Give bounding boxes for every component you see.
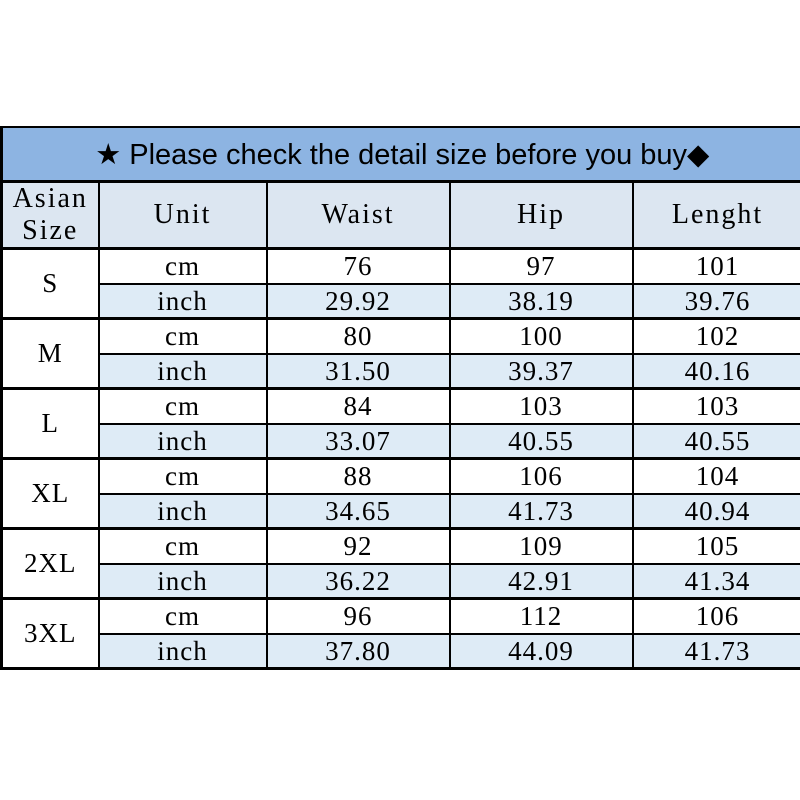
size-cell-s: S xyxy=(0,247,100,320)
table-row-xl-cm: XL cm 88 106 104 xyxy=(0,457,800,530)
length-value: 101 xyxy=(631,247,800,285)
length-value: 40.94 xyxy=(631,492,800,530)
size-cell-l: L xyxy=(0,387,100,460)
length-value: 106 xyxy=(631,597,800,635)
table-row-m-cm: M cm 80 100 102 xyxy=(0,317,800,390)
unit-cell: inch xyxy=(97,422,268,460)
waist-value: 88 xyxy=(265,457,451,495)
length-value: 105 xyxy=(631,527,800,565)
unit-cell: inch xyxy=(97,282,268,320)
table-row-3xl-inch: inch 37.80 44.09 41.73 xyxy=(2,632,800,670)
waist-value: 96 xyxy=(265,597,451,635)
hip-value: 103 xyxy=(448,387,634,425)
length-value: 41.34 xyxy=(631,562,800,600)
table-row-xl-inch: inch 34.65 41.73 40.94 xyxy=(2,492,800,530)
unit-cell: cm xyxy=(97,317,268,355)
hip-value: 38.19 xyxy=(448,282,634,320)
header-cell-unit: Unit xyxy=(97,180,268,250)
waist-value: 34.65 xyxy=(265,492,451,530)
length-value: 41.73 xyxy=(631,632,800,670)
hip-value: 40.55 xyxy=(448,422,634,460)
size-chart-table: ★ Please check the detail size before yo… xyxy=(0,126,800,671)
unit-cell: inch xyxy=(97,632,268,670)
waist-value: 33.07 xyxy=(265,422,451,460)
table-row-l-inch: inch 33.07 40.55 40.55 xyxy=(2,422,800,460)
length-value: 102 xyxy=(631,317,800,355)
hip-value: 112 xyxy=(448,597,634,635)
table-row-2xl-cm: 2XL cm 92 109 105 xyxy=(0,527,800,600)
header-cell-hip: Hip xyxy=(448,180,634,250)
hip-value: 39.37 xyxy=(448,352,634,390)
hip-value: 100 xyxy=(448,317,634,355)
unit-cell: inch xyxy=(97,562,268,600)
table-row-s-inch: inch 29.92 38.19 39.76 xyxy=(2,282,800,320)
waist-value: 37.80 xyxy=(265,632,451,670)
unit-cell: cm xyxy=(97,247,268,285)
length-value: 104 xyxy=(631,457,800,495)
hip-value: 41.73 xyxy=(448,492,634,530)
length-value: 103 xyxy=(631,387,800,425)
table-row-3xl-cm: 3XL cm 96 112 106 xyxy=(0,597,800,670)
unit-cell: cm xyxy=(97,597,268,635)
header-cell-waist: Waist xyxy=(265,180,451,250)
size-cell-m: M xyxy=(0,317,100,390)
header-cell-length: Lenght xyxy=(631,180,800,250)
unit-cell: inch xyxy=(97,352,268,390)
banner-text: ★ Please check the detail size before yo… xyxy=(0,126,800,183)
unit-cell: cm xyxy=(97,387,268,425)
header-row: Asian Size Unit Waist Hip Lenght xyxy=(0,180,800,250)
hip-value: 42.91 xyxy=(448,562,634,600)
table-row-s-cm: S cm 76 97 101 xyxy=(0,247,800,320)
unit-cell: cm xyxy=(97,457,268,495)
hip-value: 44.09 xyxy=(448,632,634,670)
hip-value: 106 xyxy=(448,457,634,495)
table-row-2xl-inch: inch 36.22 42.91 41.34 xyxy=(2,562,800,600)
hip-value: 109 xyxy=(448,527,634,565)
waist-value: 31.50 xyxy=(265,352,451,390)
header-cell-asian-size: Asian Size xyxy=(0,180,100,250)
length-value: 40.55 xyxy=(631,422,800,460)
waist-value: 36.22 xyxy=(265,562,451,600)
waist-value: 80 xyxy=(265,317,451,355)
banner-row: ★ Please check the detail size before yo… xyxy=(0,126,800,183)
hip-value: 97 xyxy=(448,247,634,285)
table-row-l-cm: L cm 84 103 103 xyxy=(0,387,800,460)
size-cell-3xl: 3XL xyxy=(0,597,100,670)
waist-value: 92 xyxy=(265,527,451,565)
waist-value: 84 xyxy=(265,387,451,425)
length-value: 40.16 xyxy=(631,352,800,390)
waist-value: 29.92 xyxy=(265,282,451,320)
waist-value: 76 xyxy=(265,247,451,285)
unit-cell: cm xyxy=(97,527,268,565)
length-value: 39.76 xyxy=(631,282,800,320)
size-cell-xl: XL xyxy=(0,457,100,530)
size-cell-2xl: 2XL xyxy=(0,527,100,600)
table-row-m-inch: inch 31.50 39.37 40.16 xyxy=(2,352,800,390)
unit-cell: inch xyxy=(97,492,268,530)
